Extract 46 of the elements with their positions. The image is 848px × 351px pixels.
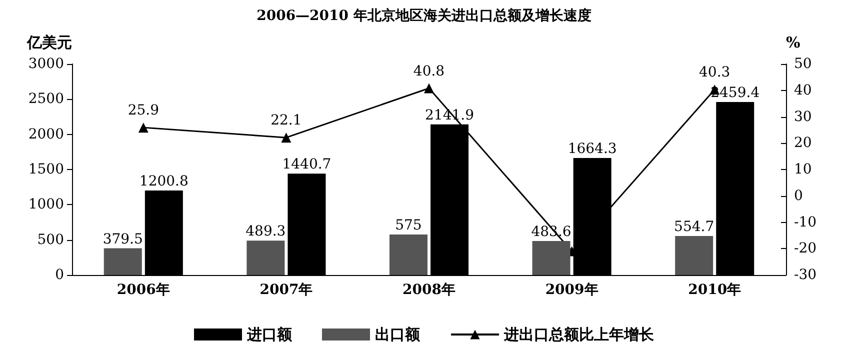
y2-tick-label: 0 bbox=[794, 188, 803, 204]
data-label: 575 bbox=[395, 218, 422, 234]
y2-axis-title: % bbox=[786, 34, 800, 52]
y-tick-label: 1000 bbox=[28, 196, 64, 213]
y-tick-label: 500 bbox=[37, 232, 64, 248]
data-label: 489.3 bbox=[246, 224, 286, 240]
legend-label: 出口额 bbox=[375, 326, 421, 344]
y2-tick-label: 20 bbox=[794, 135, 812, 152]
legend-label: 进口额 bbox=[246, 326, 293, 344]
y2-tick-label: -30 bbox=[794, 267, 817, 283]
data-label: 22.1 bbox=[270, 112, 302, 129]
y2-tick-label: 10 bbox=[794, 162, 812, 178]
data-label: 379.5 bbox=[102, 231, 143, 248]
bar bbox=[389, 234, 428, 275]
y2-tick-label: 40 bbox=[794, 82, 812, 98]
y2-tick-label: -10 bbox=[794, 214, 817, 230]
data-label: 25.9 bbox=[128, 102, 159, 119]
y2-tick-label: 50 bbox=[794, 56, 812, 72]
y-tick-label: 3000 bbox=[28, 56, 64, 72]
x-tick-label: 2009年 bbox=[545, 282, 598, 298]
data-label: 40.3 bbox=[699, 64, 730, 81]
data-label: 1200.8 bbox=[139, 174, 188, 190]
data-label: 40.8 bbox=[413, 63, 445, 80]
data-label: 1664.3 bbox=[568, 140, 617, 157]
point bbox=[424, 83, 434, 94]
point bbox=[138, 122, 148, 133]
y-tick-label: 0 bbox=[55, 267, 64, 283]
chart-title: 2006—2010 年北京地区海关进出口总额及增长速度 bbox=[256, 7, 592, 24]
x-tick-label: 2008年 bbox=[402, 282, 456, 298]
x-tick-label: 2010年 bbox=[688, 282, 742, 298]
bar bbox=[532, 240, 570, 275]
point bbox=[281, 132, 292, 143]
data-label: 554.7 bbox=[674, 218, 714, 235]
y2-tick-label: -20 bbox=[794, 240, 817, 257]
legend-label: 进出口总额比上年增长 bbox=[503, 326, 655, 344]
data-label: 1440.7 bbox=[282, 156, 332, 173]
y-tick-label: 2500 bbox=[28, 91, 64, 108]
bar bbox=[246, 240, 285, 275]
y2-tick-label: 30 bbox=[794, 108, 812, 125]
x-tick-label: 2006年 bbox=[116, 282, 170, 298]
x-tick-label: 2007年 bbox=[260, 282, 313, 298]
y-axis-title: 亿美元 bbox=[26, 34, 72, 52]
y-tick-label: 2000 bbox=[28, 126, 64, 142]
bar bbox=[104, 248, 142, 275]
bar bbox=[675, 236, 714, 275]
y-tick-label: 1500 bbox=[28, 162, 64, 178]
